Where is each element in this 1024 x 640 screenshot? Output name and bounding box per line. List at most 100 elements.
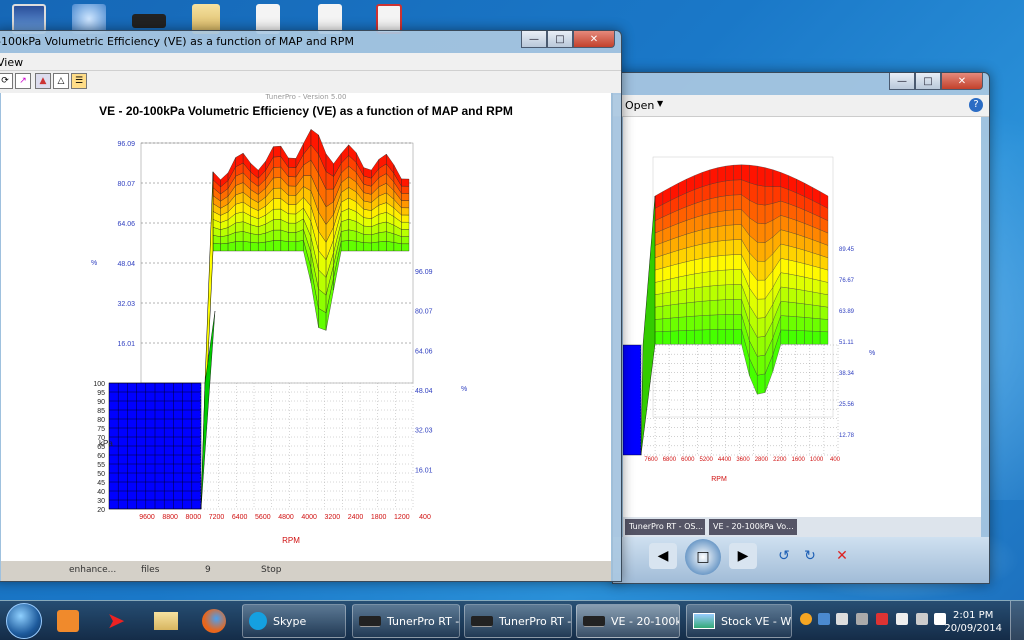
maximize-button[interactable]: □: [915, 73, 941, 90]
z-tick-label-right: 96.09: [415, 269, 433, 276]
close-button[interactable]: ✕: [941, 73, 983, 90]
z-tick-label: 76.67: [839, 278, 855, 284]
surface-cell: [401, 243, 410, 252]
surface-cell: [749, 164, 758, 186]
surface-cell: [363, 242, 372, 252]
app-icon[interactable]: [72, 4, 106, 34]
surface-cell: [733, 299, 742, 315]
maximize-button[interactable]: □: [547, 31, 573, 48]
surface-chart-icon[interactable]: ▲: [35, 73, 51, 89]
wireframe-icon[interactable]: △: [53, 73, 69, 89]
tray-icon[interactable]: [818, 613, 830, 625]
clock[interactable]: 2:01 PM 20/09/2014: [944, 609, 1002, 635]
taskbar-item-photo-viewer[interactable]: Stock VE - Wi...: [686, 604, 792, 638]
surface-cell: [686, 301, 695, 317]
open-menu[interactable]: Open: [625, 99, 655, 112]
surface-cell: [709, 196, 719, 214]
rotate-left-icon[interactable]: ↺: [778, 548, 790, 564]
surface-cell: [670, 330, 679, 345]
surface-cell: [725, 254, 734, 271]
menu-view[interactable]: View: [0, 56, 24, 69]
surface-cell: [788, 329, 797, 345]
slideshow-button[interactable]: □: [685, 539, 721, 575]
z-tick-label-right: 80.07: [415, 309, 433, 316]
surface-wall: [200, 310, 216, 510]
surface-cell: [717, 299, 726, 315]
taskbar-item-tunerpro[interactable]: TunerPro RT -...: [464, 604, 572, 638]
surface-cell: [709, 226, 719, 243]
surface-cell: [702, 198, 711, 216]
tray-icon[interactable]: [934, 613, 946, 625]
status-text: enhance...: [69, 565, 117, 575]
surface-cell: [273, 208, 282, 220]
rpm-tick-label: 5200: [700, 457, 714, 463]
toolbar: ⟳ ↗ ▲ △ ☰: [0, 71, 621, 93]
rotate-right-icon[interactable]: ↻: [804, 548, 816, 564]
kpa-tick-label: 100: [93, 381, 105, 388]
rpm-tick-label: 6400: [232, 514, 248, 521]
surface-cell: [678, 316, 687, 331]
surface-cell: [670, 317, 679, 332]
volume-icon[interactable]: [916, 613, 928, 625]
taskbar-item-skype[interactable]: Skype: [242, 604, 346, 638]
surface-cell: [235, 221, 244, 233]
surface-cell: [804, 317, 813, 332]
kpa-tick-label: 45: [97, 480, 105, 487]
surface-cell: [725, 224, 734, 241]
surface-cell: [670, 303, 679, 319]
show-desktop-button[interactable]: [1010, 601, 1024, 640]
version-label: TunerPro - Version 5.00: [265, 93, 347, 101]
surface-cell: [717, 254, 726, 271]
tray-icon[interactable]: [836, 613, 848, 625]
surface-cell: [733, 209, 742, 225]
tray-icon[interactable]: [856, 613, 868, 625]
media-player-icon[interactable]: [48, 605, 88, 637]
surface-cell: [788, 245, 797, 262]
line-chart-icon[interactable]: ↗: [15, 73, 31, 89]
surface-cell: [725, 209, 734, 226]
surface-cell: [401, 236, 410, 244]
table-icon[interactable]: ☰: [71, 73, 87, 89]
minimize-button[interactable]: —: [889, 73, 915, 90]
surface-cell: [250, 242, 259, 252]
previous-button[interactable]: ◀: [649, 543, 677, 569]
z-tick-label: 96.09: [117, 141, 135, 148]
surface-cell: [725, 239, 734, 256]
chip-icon[interactable]: [132, 14, 166, 28]
tray-icon[interactable]: [896, 613, 908, 625]
shortcut-icon[interactable]: [376, 4, 402, 34]
close-button[interactable]: ✕: [573, 31, 615, 48]
surface-cell: [741, 164, 750, 183]
folder-icon[interactable]: [192, 4, 220, 34]
start-button[interactable]: [6, 603, 42, 639]
surface-cell: [819, 318, 829, 333]
chip-icon: [471, 616, 493, 626]
taskbar-item-ve-plot[interactable]: VE - 20-100kP...: [576, 604, 680, 638]
status-text: Stop: [261, 565, 282, 575]
surface-cell: [273, 177, 282, 189]
minimize-button[interactable]: —: [521, 31, 547, 48]
preview-item[interactable]: VE - 20-100kPa Vo...: [709, 519, 797, 535]
surface-cell: [804, 330, 813, 345]
folder-icon[interactable]: [146, 605, 186, 637]
document-icon[interactable]: [256, 4, 280, 34]
preview-item[interactable]: TunerPro RT - OS...: [625, 519, 705, 535]
z-axis-label: %: [461, 386, 467, 393]
rpm-tick-label: 7600: [644, 457, 658, 463]
tray-icon[interactable]: [800, 613, 812, 625]
document-icon[interactable]: [318, 4, 342, 34]
next-button[interactable]: ▶: [729, 543, 757, 569]
surface-cell: [725, 314, 734, 330]
app-icon[interactable]: ➤: [106, 608, 126, 634]
surface-cell: [788, 315, 797, 331]
floor-block: [622, 344, 642, 456]
rotate-icon[interactable]: ⟳: [0, 73, 13, 89]
surface-cell: [694, 329, 703, 345]
plot-area: TunerPro - Version 5.00 VE - 20-100kPa V…: [1, 93, 611, 561]
surface-cell: [780, 215, 789, 232]
firefox-icon[interactable]: [194, 605, 234, 637]
taskbar-item-tunerpro[interactable]: TunerPro RT -...: [352, 604, 460, 638]
help-icon[interactable]: ?: [969, 98, 983, 112]
tray-icon[interactable]: [876, 613, 888, 625]
delete-icon[interactable]: ✕: [836, 548, 848, 564]
